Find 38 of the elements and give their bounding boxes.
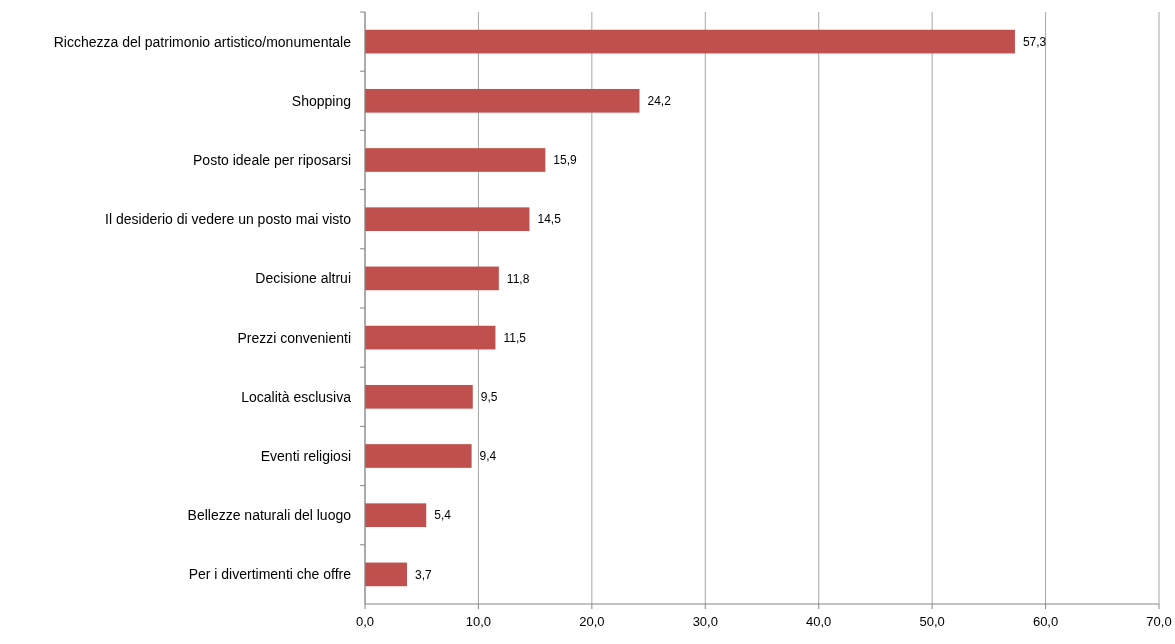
data-label: 57,3	[1022, 34, 1047, 49]
x-tick-label: 70,0	[1146, 614, 1172, 629]
y-tick-label: Prezzi convenienti	[237, 329, 351, 346]
x-tick-label: 30,0	[692, 614, 718, 629]
x-tick-label: 50,0	[919, 614, 945, 629]
y-tick-label: Il desiderio di vedere un posto mai visto	[105, 211, 352, 228]
data-label: 11,8	[506, 271, 530, 286]
x-tick-label: 60,0	[1032, 614, 1059, 629]
data-label: 3,7	[414, 567, 432, 582]
bar	[365, 325, 496, 350]
y-tick-label: Bellezze naturali del luogo	[187, 507, 352, 524]
bar	[365, 444, 472, 468]
y-tick-label: Per i divertimenti che offre	[188, 566, 352, 583]
bar	[365, 29, 1015, 54]
y-tick-label: Eventi religiosi	[260, 447, 351, 464]
bar	[365, 503, 427, 528]
bar	[365, 562, 407, 587]
data-label: 14,5	[537, 212, 562, 227]
y-tick-label: Località esclusiva	[241, 388, 352, 405]
y-tick-label: Posto ideale per riposarsi	[193, 151, 351, 168]
x-tick-label: 40,0	[806, 614, 832, 629]
y-tick-label: Shopping	[291, 92, 351, 109]
bar	[365, 266, 499, 291]
y-tick-label: Decisione altrui	[255, 270, 351, 287]
bar	[365, 384, 473, 409]
x-tick-label: 10,0	[465, 614, 492, 629]
x-tick-label: 20,0	[579, 614, 605, 629]
data-label: 11,5	[503, 330, 527, 345]
bar	[365, 207, 530, 232]
data-label: 15,9	[553, 153, 578, 168]
x-tick-label: 0,0	[355, 614, 375, 629]
y-tick-label: Ricchezza del patrimonio artistico/monumentale	[53, 33, 352, 50]
bar	[365, 148, 546, 172]
data-label: 9,4	[479, 449, 497, 464]
bar	[365, 88, 640, 113]
data-label: 5,4	[434, 508, 452, 523]
data-label: 9,5	[480, 390, 498, 404]
data-label: 24,2	[647, 94, 672, 108]
